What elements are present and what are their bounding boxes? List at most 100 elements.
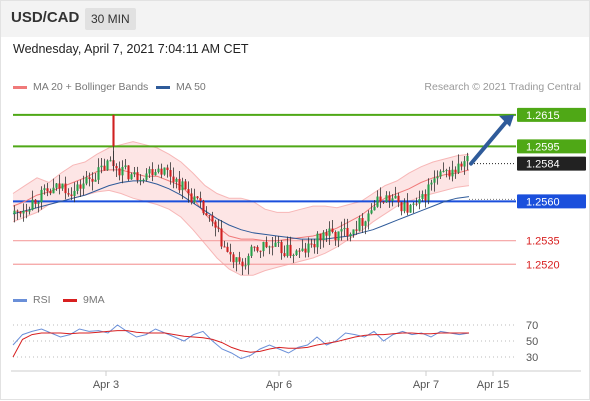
level-tag-1.2595 [517,139,586,154]
candle-body [184,181,187,190]
candle-body [172,176,175,182]
rsi-swatch [13,298,27,302]
candle-body [427,184,430,201]
timeframe-badge[interactable]: 30 MIN [85,8,136,30]
candle-body [262,241,265,252]
candle-body [316,233,319,248]
candle-body [76,184,79,191]
level-label-1.2535: 1.2535 [526,236,560,248]
levels-layer [13,113,516,265]
candle-body [253,246,256,248]
candle-body [49,191,52,194]
moving-average-layer [12,169,470,242]
candle-body [409,204,412,213]
candle-body [247,255,250,266]
candle-body [466,155,469,162]
candle-body [205,213,208,216]
candle-body [433,178,436,183]
candle-body [328,228,331,236]
legend-9ma-label: 9MA [83,294,105,306]
candle-body [268,246,271,248]
candle-body [112,114,115,147]
candle-body [154,172,157,176]
candle-body [52,187,55,194]
candle-body [235,257,238,263]
candle-body [181,181,184,191]
candle-body [202,200,205,214]
candle-body [301,248,304,251]
candle-body [238,257,241,262]
candle-body [322,232,325,241]
candle-body [199,198,202,201]
candle-body [319,233,322,241]
candle-body [406,202,409,213]
candle-body [136,172,139,181]
candle-body [364,221,367,226]
candle-body [25,210,28,212]
candle-body [64,183,67,194]
candle-body [43,188,46,190]
candle-body [139,179,142,181]
legend-ma50-label: MA 50 [176,81,206,93]
candle-body [412,203,415,205]
legend-bollinger: MA 20 + Bollinger Bands [13,81,148,93]
level-label-1.2584: 1.2584 [526,159,560,171]
candle-body [97,167,100,180]
candle-body [454,169,457,173]
candle-body [463,161,466,167]
candle-body [367,213,370,222]
candle-body [259,250,262,252]
candle-body [79,184,82,189]
candle-body [304,248,307,253]
ma50-line [12,180,470,240]
level-label-1.2560: 1.2560 [526,196,560,208]
candle-body [298,250,301,252]
candle-body [346,227,349,237]
candle-body [121,166,124,176]
candle-body [67,193,70,195]
candle-body [88,177,91,179]
candle-body [283,253,286,257]
candle-body [127,165,130,180]
timestamp: Wednesday, April 7, 2021 7:04:11 AM CET [13,42,249,56]
candle-body [241,261,244,267]
candle-body [388,195,391,201]
forecast-arrow-head [499,114,514,127]
candle-body [415,203,418,205]
candle-body [244,265,247,267]
candle-body [94,179,97,182]
candle-body [385,195,388,203]
candle-body [106,160,109,171]
candle-body [214,221,217,228]
candle-body [130,174,133,180]
arrow-layer [469,114,514,166]
candle-body [442,170,445,172]
candle-body [460,163,463,167]
candle-body [445,170,448,172]
candle-body [46,188,49,192]
candle-body [82,183,85,189]
candle-body [226,246,229,252]
legend-ma50: MA 50 [156,81,206,93]
candle-body [175,178,178,182]
candle-body [193,196,196,203]
ma20-line [12,169,470,242]
candle-body [352,229,355,235]
candle-body [391,198,394,201]
candle-body [196,196,199,199]
candle-body [166,167,169,171]
candle-body [22,210,25,214]
candle-body [421,194,424,199]
candle-body [370,210,373,214]
candle-body [40,189,43,203]
candle-body [133,172,136,175]
currency-pair-title: USD/CAD [11,9,80,26]
candle-body [211,215,214,222]
candle-body [418,198,421,204]
candle-body [70,194,73,196]
candle-body [223,246,226,248]
time-tick-label: Apr 6 [266,379,292,391]
candle-body [217,227,220,229]
